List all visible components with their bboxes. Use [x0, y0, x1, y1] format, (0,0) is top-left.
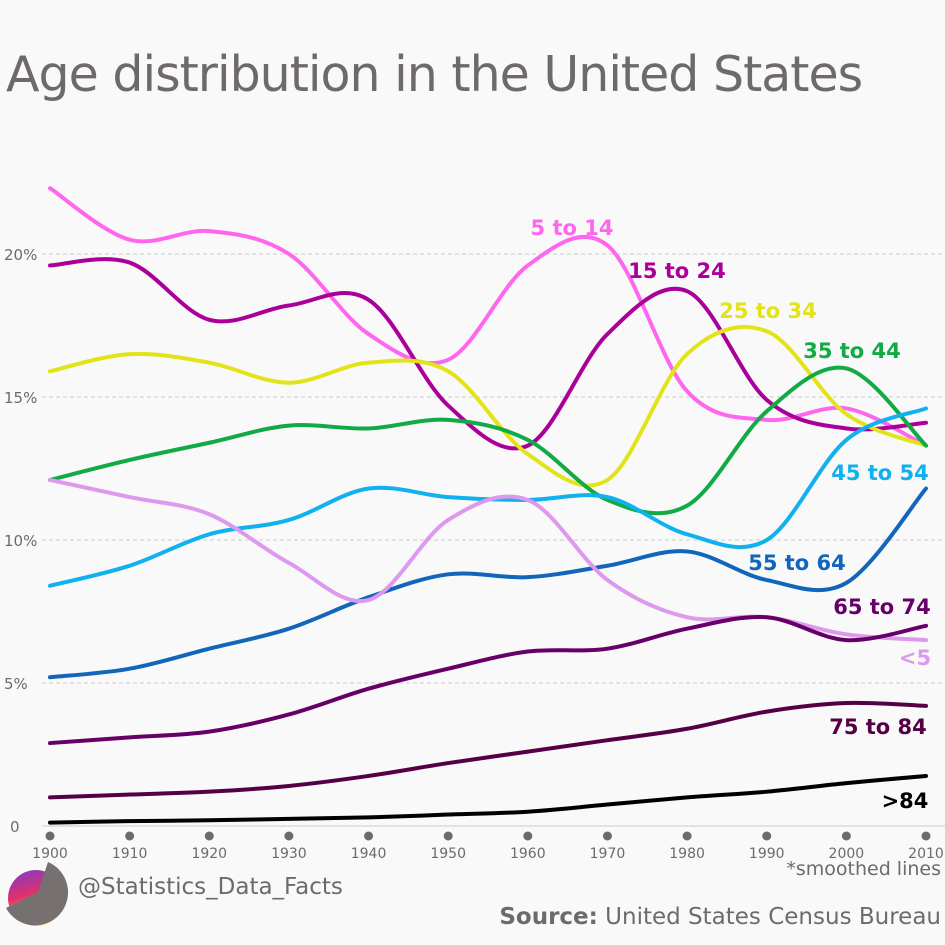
series-line: [48, 257, 928, 451]
y-tick-label: 5%: [4, 675, 28, 693]
chart-title: Age distribution in the United States: [6, 46, 863, 103]
x-tick-label: 1940: [351, 846, 387, 862]
series-label: 15 to 24: [628, 259, 726, 283]
x-tick-label: 1930: [271, 846, 307, 862]
y-tick-label: 15%: [4, 389, 37, 407]
series-line: [48, 365, 928, 516]
series-label: 45 to 54: [831, 461, 929, 485]
x-tick-dot: [45, 831, 55, 841]
x-tick-label: 1970: [590, 846, 626, 862]
source-label: Source:: [499, 904, 598, 930]
x-tick-label: 1980: [669, 846, 705, 862]
series-line: [48, 614, 928, 746]
series-label: 55 to 64: [748, 551, 846, 575]
x-tick-dot: [841, 831, 851, 841]
x-tick-label: 1990: [749, 846, 785, 862]
source-credit: Source: United States Census Bureau: [499, 904, 941, 930]
series-line: [48, 700, 928, 800]
series-label: >84: [882, 789, 929, 813]
series-label: <5: [899, 646, 931, 670]
x-tick-dot: [125, 831, 135, 841]
series-label: 65 to 74: [833, 595, 931, 619]
x-tick-label: 1900: [32, 846, 68, 862]
x-tick-dot: [523, 831, 533, 841]
series-label: 25 to 34: [719, 299, 817, 323]
smoothing-note: *smoothed lines: [786, 858, 941, 880]
y-tick-label: 0: [10, 818, 20, 836]
x-tick-dot: [204, 831, 214, 841]
author-handle: @Statistics_Data_Facts: [78, 874, 343, 900]
series-line: [48, 186, 928, 448]
x-tick-dot: [284, 831, 294, 841]
x-tick-label: 1920: [191, 846, 227, 862]
logo-icon: [6, 862, 69, 926]
x-tick-label: 2000: [829, 846, 865, 862]
series-label: 5 to 14: [531, 216, 614, 240]
series-line: [48, 773, 928, 825]
x-tick-label: 2010: [908, 846, 944, 862]
source-text: United States Census Bureau: [605, 904, 941, 930]
x-tick-label: 1960: [510, 846, 546, 862]
y-tick-label: 20%: [4, 246, 37, 264]
x-tick-dot: [682, 831, 692, 841]
x-tick-dot: [921, 831, 931, 841]
x-tick-label: 1950: [430, 846, 466, 862]
x-tick-dot: [443, 831, 453, 841]
series-line: [48, 486, 928, 680]
x-tick-dot: [602, 831, 612, 841]
x-tick-dot: [762, 831, 772, 841]
series-label: 35 to 44: [803, 339, 901, 363]
x-tick-label: 1910: [112, 846, 148, 862]
y-tick-label: 10%: [4, 532, 37, 550]
x-tick-dot: [364, 831, 374, 841]
series-line: [48, 325, 928, 488]
series-label: 75 to 84: [829, 715, 927, 739]
